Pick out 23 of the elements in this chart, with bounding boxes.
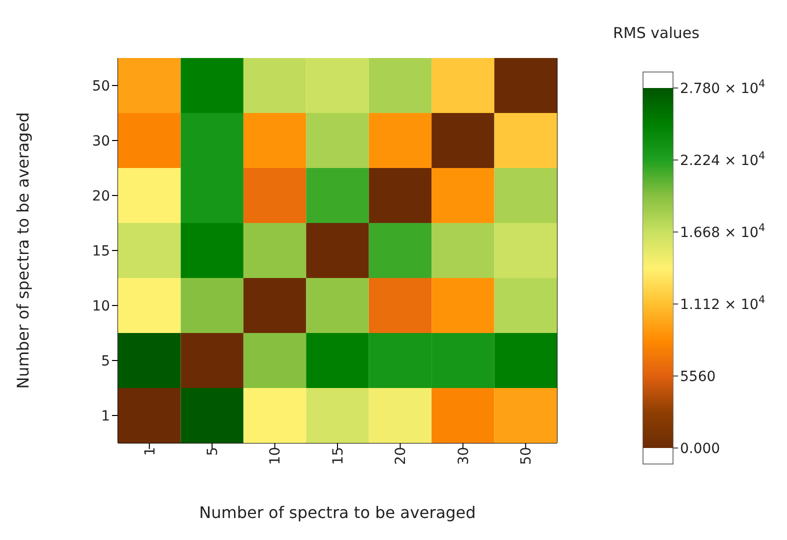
x-axis-title: Number of spectra to be averaged <box>199 503 476 522</box>
color-bar-label: 2.780 × 10$^{4}$ <box>680 78 766 97</box>
x-tick-label: 20 <box>393 447 410 465</box>
y-tick-label: 1 <box>101 408 110 424</box>
y-tick-label: 15 <box>92 243 110 260</box>
y-tick-label: 50 <box>92 78 110 94</box>
y-tick-label: 5 <box>101 353 110 370</box>
x-tick-label: 30 <box>456 447 472 465</box>
y-axis-title: Number of spectra to be averaged <box>14 112 33 389</box>
color-bar-label: 0.000 <box>680 441 720 457</box>
x-tick-label: 50 <box>518 447 535 465</box>
color-bar-label: 1.112 × 10$^{4}$ <box>680 294 766 313</box>
y-tick-label: 20 <box>92 188 110 204</box>
color-bar-title: RMS values <box>613 24 700 42</box>
color-bar-label: 5560 <box>680 369 716 385</box>
color-bar-label: 1.668 × 10$^{4}$ <box>680 222 766 241</box>
x-tick-label: 1 <box>142 447 158 456</box>
x-tick-label: 10 <box>268 447 284 465</box>
color-bar-label: 2.224 × 10$^{4}$ <box>680 150 766 169</box>
x-tick-label: 15 <box>330 447 346 465</box>
y-tick-label: 30 <box>92 133 110 150</box>
y-tick-label: 10 <box>92 298 110 314</box>
x-tick-label: 5 <box>205 447 222 456</box>
